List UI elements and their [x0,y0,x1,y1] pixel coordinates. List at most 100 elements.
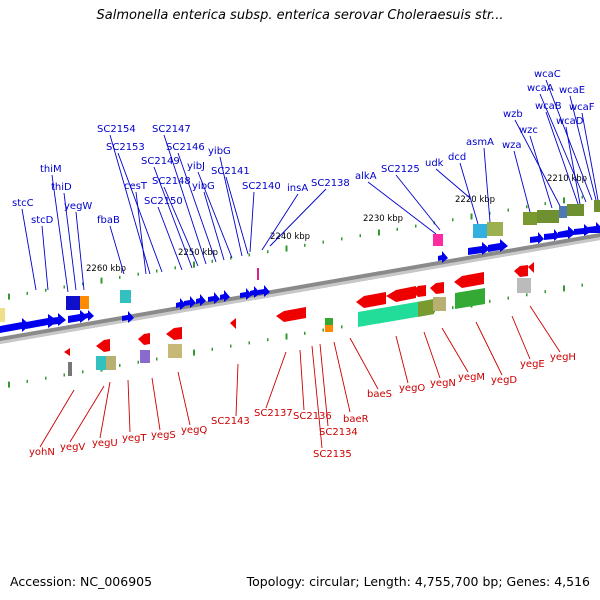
tick-mark [285,333,288,340]
gene-label[interactable]: cesT [124,181,148,192]
gene-label[interactable]: yegV [60,442,85,453]
gene-block [325,325,333,332]
gene-arrow [356,292,386,308]
gene-label[interactable]: alkA [355,171,377,182]
gene-label[interactable]: SC2148 [152,176,191,187]
leader-line [545,111,579,205]
tick-mark [267,338,269,342]
gene-label[interactable]: udk [425,158,444,169]
gene-arrow [544,229,560,241]
leader-line [163,186,199,267]
gene-label[interactable]: stcC [12,198,34,209]
gene-label[interactable]: SC2135 [313,449,352,460]
tick-mark [341,237,343,241]
gene-label[interactable]: SC2137 [254,408,293,419]
tick-mark [452,218,454,222]
gene-label[interactable]: wzb [503,109,523,120]
gene-arrow [96,339,110,352]
gene-label[interactable]: thiM [40,164,62,175]
gene-label[interactable]: yibJ [187,161,205,172]
gene-label[interactable]: SC2153 [106,142,145,153]
gene-label[interactable]: insA [287,183,308,194]
tick-mark [544,202,546,206]
gene-label[interactable]: SC2150 [144,196,183,207]
gene-label[interactable]: yegE [520,359,545,370]
gene-label[interactable]: SC2138 [311,178,350,189]
tick-mark [174,266,176,270]
gene-label[interactable]: wcaB [535,101,562,112]
tick-mark [82,282,84,286]
tick-mark [507,296,509,300]
gene-label[interactable]: SC2125 [381,164,420,175]
gene-label[interactable]: yibG [192,181,215,192]
gene-label[interactable]: fbaB [97,215,120,226]
leader-line [261,193,299,251]
gene-label[interactable]: dcd [448,152,466,163]
gene-label[interactable]: yohN [29,447,55,458]
gene-label[interactable]: SC2134 [319,427,358,438]
gene-arrow [166,327,182,340]
tick-mark [100,277,103,284]
genome-info-text: Topology: circular; Length: 4,755,700 bp… [246,574,590,589]
gene-label[interactable]: yegU [92,438,118,449]
gene-label[interactable]: wcaF [569,102,595,113]
gene-label[interactable]: SC2140 [242,181,281,192]
gene-label[interactable]: wza [502,140,522,151]
gene-label[interactable]: SC2141 [211,166,250,177]
leader-line [75,211,85,291]
forward-blocks [0,200,600,322]
scale-label: 2210 kbp [547,174,587,184]
gene-label[interactable]: asmA [466,137,494,148]
backbone [0,233,600,344]
gene-label[interactable]: stcD [31,215,54,226]
gene-label[interactable]: SC2154 [97,124,136,135]
gene-block [80,296,89,309]
tick-mark [8,293,10,300]
gene-label[interactable]: wcaD [556,116,584,127]
tick-mark [156,357,158,361]
gene-arrow [530,232,544,244]
gene-label[interactable]: yegT [122,433,147,444]
leader-line [423,331,441,379]
gene-label[interactable]: wcaC [534,69,561,80]
gene-label[interactable]: SC2147 [152,124,191,135]
gene-label[interactable]: yegO [399,383,425,394]
reverse-leader-lines [39,305,561,449]
gene-label[interactable]: SC2146 [166,142,205,153]
tick-mark [526,205,528,209]
forward-genes [0,222,600,333]
gene-label[interactable]: yegM [458,372,485,383]
gene-label[interactable]: wzc [519,125,538,136]
tick-mark [489,299,491,303]
gene-label[interactable]: thiD [51,182,72,193]
gene-arrow [514,265,528,277]
gene-label[interactable]: yegQ [181,425,207,436]
gene-label[interactable]: yibG [208,146,231,157]
tick-mark [507,208,509,212]
gene-label[interactable]: wcaA [527,83,554,94]
leader-line [581,112,599,201]
gene-arrow [50,313,66,326]
gene-label[interactable]: SC2149 [141,156,180,167]
gene-block [433,297,446,311]
gene-arrow [558,226,576,239]
gene-label[interactable]: yegN [430,378,456,389]
gene-label[interactable]: wcaE [559,85,585,96]
tick-mark [526,293,528,297]
leader-line [395,335,409,384]
gene-label[interactable]: yegH [550,352,576,363]
gene-arrow [220,290,230,302]
gene-label[interactable]: yegW [64,201,92,212]
gene-label[interactable]: SC2136 [293,411,332,422]
tick-mark [63,373,65,377]
gene-label[interactable]: yegS [151,430,176,441]
gene-label[interactable]: SC2143 [211,416,250,427]
leader-line [333,341,351,413]
tick-mark [45,376,47,380]
gene-label[interactable]: baeS [367,389,392,400]
gene-label[interactable]: baeR [343,414,369,425]
gene-label[interactable]: yegD [491,375,517,386]
forward-labels: wcaC wcaA wcaE wcaB wcaF wzb wcaD wzc wz… [12,69,595,226]
tick-mark [248,341,250,345]
